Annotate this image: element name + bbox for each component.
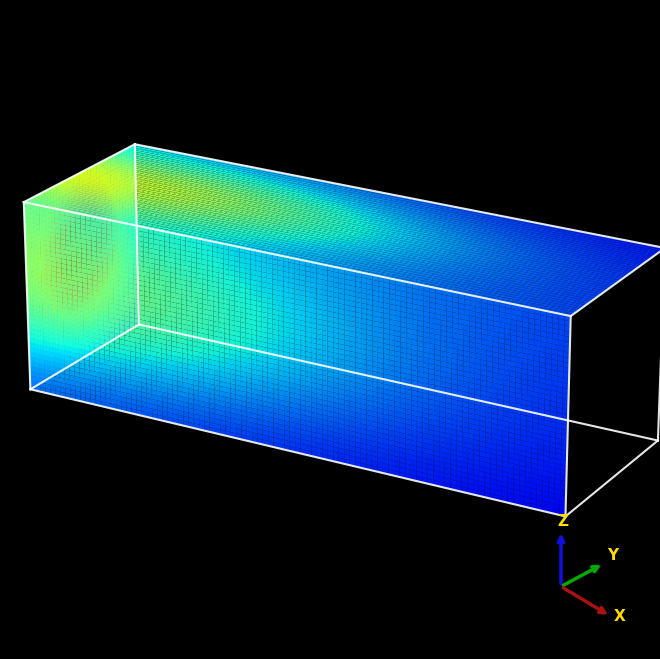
Text: Z: Z	[558, 514, 569, 529]
Text: X: X	[614, 609, 626, 624]
Text: Y: Y	[607, 548, 618, 563]
